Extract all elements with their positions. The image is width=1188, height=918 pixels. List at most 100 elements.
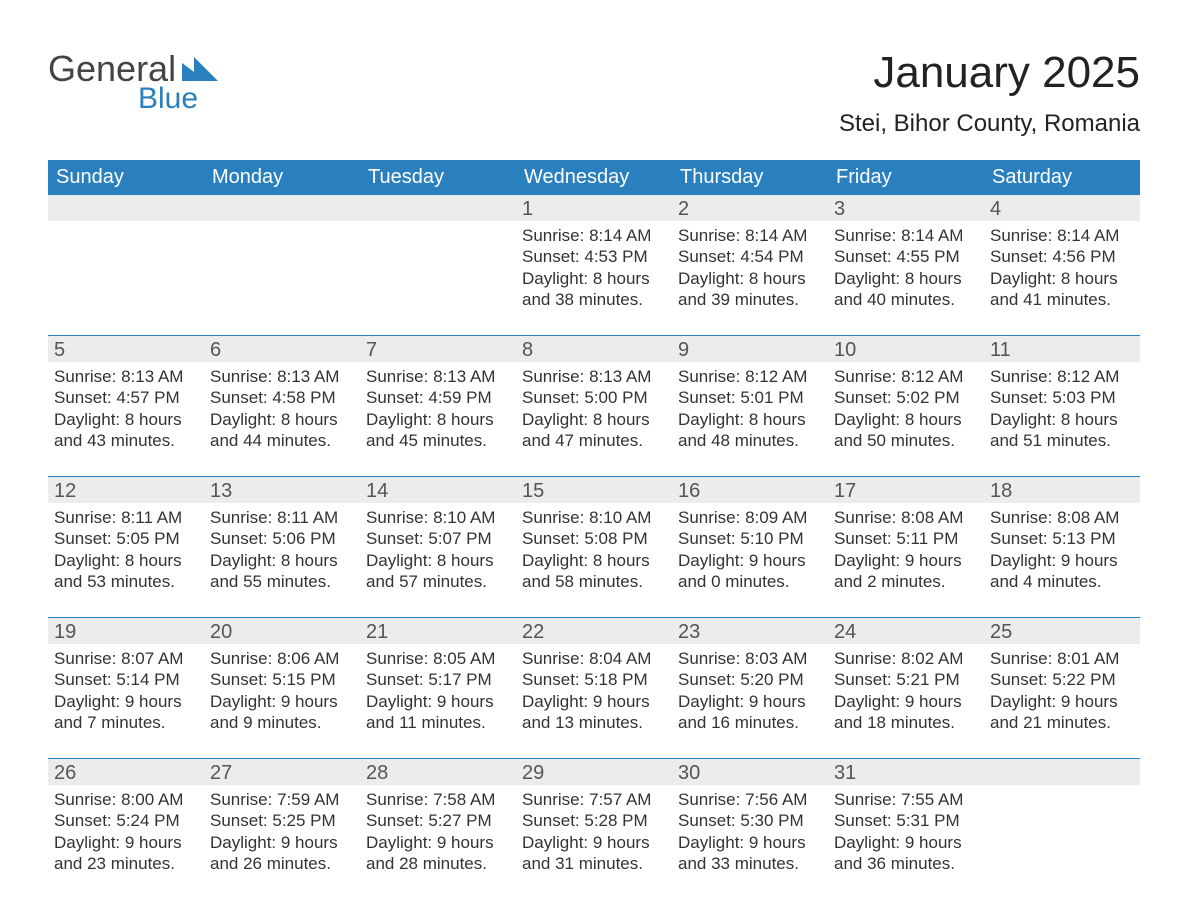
day-cell: 17Sunrise: 8:08 AMSunset: 5:11 PMDayligh… <box>828 477 984 603</box>
day-cell: 13Sunrise: 8:11 AMSunset: 5:06 PMDayligh… <box>204 477 360 603</box>
day-body: Sunrise: 8:14 AMSunset: 4:54 PMDaylight:… <box>672 221 828 321</box>
sunrise-text: Sunrise: 7:59 AM <box>210 789 354 810</box>
day-cell: 26Sunrise: 8:00 AMSunset: 5:24 PMDayligh… <box>48 759 204 885</box>
day-number <box>984 759 1140 785</box>
day-cell: 20Sunrise: 8:06 AMSunset: 5:15 PMDayligh… <box>204 618 360 744</box>
daylight-text: Daylight: 8 hours and 39 minutes. <box>678 268 822 311</box>
daylight-text: Daylight: 9 hours and 0 minutes. <box>678 550 822 593</box>
day-body: Sunrise: 7:57 AMSunset: 5:28 PMDaylight:… <box>516 785 672 885</box>
day-number: 16 <box>672 477 828 503</box>
week-row: 19Sunrise: 8:07 AMSunset: 5:14 PMDayligh… <box>48 617 1140 744</box>
weekday-label: Tuesday <box>360 160 516 195</box>
day-number: 2 <box>672 195 828 221</box>
day-cell: 11Sunrise: 8:12 AMSunset: 5:03 PMDayligh… <box>984 336 1140 462</box>
day-body: Sunrise: 8:01 AMSunset: 5:22 PMDaylight:… <box>984 644 1140 744</box>
day-body: Sunrise: 8:02 AMSunset: 5:21 PMDaylight:… <box>828 644 984 744</box>
day-number: 5 <box>48 336 204 362</box>
day-cell: 10Sunrise: 8:12 AMSunset: 5:02 PMDayligh… <box>828 336 984 462</box>
sunrise-text: Sunrise: 8:13 AM <box>522 366 666 387</box>
day-cell: 18Sunrise: 8:08 AMSunset: 5:13 PMDayligh… <box>984 477 1140 603</box>
sunrise-text: Sunrise: 8:05 AM <box>366 648 510 669</box>
day-number: 25 <box>984 618 1140 644</box>
weekday-label: Wednesday <box>516 160 672 195</box>
week-row: 26Sunrise: 8:00 AMSunset: 5:24 PMDayligh… <box>48 758 1140 885</box>
day-body: Sunrise: 8:12 AMSunset: 5:02 PMDaylight:… <box>828 362 984 462</box>
day-cell <box>48 195 204 321</box>
sunrise-text: Sunrise: 7:56 AM <box>678 789 822 810</box>
sunrise-text: Sunrise: 8:11 AM <box>54 507 198 528</box>
day-body: Sunrise: 8:14 AMSunset: 4:55 PMDaylight:… <box>828 221 984 321</box>
day-body: Sunrise: 7:55 AMSunset: 5:31 PMDaylight:… <box>828 785 984 885</box>
week-row: 12Sunrise: 8:11 AMSunset: 5:05 PMDayligh… <box>48 476 1140 603</box>
day-body: Sunrise: 8:10 AMSunset: 5:07 PMDaylight:… <box>360 503 516 603</box>
daylight-text: Daylight: 9 hours and 36 minutes. <box>834 832 978 875</box>
sunset-text: Sunset: 5:21 PM <box>834 669 978 690</box>
page: General Blue January 2025 Stei, Bihor Co… <box>0 0 1188 885</box>
sunset-text: Sunset: 5:17 PM <box>366 669 510 690</box>
day-number: 10 <box>828 336 984 362</box>
day-body: Sunrise: 8:06 AMSunset: 5:15 PMDaylight:… <box>204 644 360 744</box>
day-body: Sunrise: 8:04 AMSunset: 5:18 PMDaylight:… <box>516 644 672 744</box>
week-row: 5Sunrise: 8:13 AMSunset: 4:57 PMDaylight… <box>48 335 1140 462</box>
location-text: Stei, Bihor County, Romania <box>839 110 1140 138</box>
day-number: 21 <box>360 618 516 644</box>
day-number: 3 <box>828 195 984 221</box>
weeks-container: 1Sunrise: 8:14 AMSunset: 4:53 PMDaylight… <box>48 195 1140 885</box>
day-cell: 19Sunrise: 8:07 AMSunset: 5:14 PMDayligh… <box>48 618 204 744</box>
day-body <box>204 221 360 321</box>
sunrise-text: Sunrise: 8:08 AM <box>834 507 978 528</box>
day-body: Sunrise: 8:13 AMSunset: 4:57 PMDaylight:… <box>48 362 204 462</box>
day-body: Sunrise: 8:08 AMSunset: 5:11 PMDaylight:… <box>828 503 984 603</box>
weekday-label: Thursday <box>672 160 828 195</box>
day-cell <box>984 759 1140 885</box>
day-cell: 16Sunrise: 8:09 AMSunset: 5:10 PMDayligh… <box>672 477 828 603</box>
day-cell: 6Sunrise: 8:13 AMSunset: 4:58 PMDaylight… <box>204 336 360 462</box>
daylight-text: Daylight: 8 hours and 57 minutes. <box>366 550 510 593</box>
day-cell: 7Sunrise: 8:13 AMSunset: 4:59 PMDaylight… <box>360 336 516 462</box>
sunset-text: Sunset: 5:08 PM <box>522 528 666 549</box>
sunrise-text: Sunrise: 8:08 AM <box>990 507 1134 528</box>
sunset-text: Sunset: 5:18 PM <box>522 669 666 690</box>
sunrise-text: Sunrise: 8:06 AM <box>210 648 354 669</box>
sunset-text: Sunset: 5:00 PM <box>522 387 666 408</box>
sunrise-text: Sunrise: 8:13 AM <box>210 366 354 387</box>
daylight-text: Daylight: 8 hours and 43 minutes. <box>54 409 198 452</box>
daylight-text: Daylight: 8 hours and 45 minutes. <box>366 409 510 452</box>
day-number: 20 <box>204 618 360 644</box>
daylight-text: Daylight: 9 hours and 18 minutes. <box>834 691 978 734</box>
daylight-text: Daylight: 9 hours and 23 minutes. <box>54 832 198 875</box>
day-number: 15 <box>516 477 672 503</box>
sunset-text: Sunset: 5:07 PM <box>366 528 510 549</box>
day-body <box>984 785 1140 885</box>
week-row: 1Sunrise: 8:14 AMSunset: 4:53 PMDaylight… <box>48 195 1140 321</box>
day-body: Sunrise: 8:08 AMSunset: 5:13 PMDaylight:… <box>984 503 1140 603</box>
sunset-text: Sunset: 5:03 PM <box>990 387 1134 408</box>
daylight-text: Daylight: 8 hours and 44 minutes. <box>210 409 354 452</box>
day-number: 22 <box>516 618 672 644</box>
day-number: 26 <box>48 759 204 785</box>
sunrise-text: Sunrise: 8:02 AM <box>834 648 978 669</box>
day-body: Sunrise: 8:13 AMSunset: 4:58 PMDaylight:… <box>204 362 360 462</box>
sunrise-text: Sunrise: 7:57 AM <box>522 789 666 810</box>
day-number: 28 <box>360 759 516 785</box>
sunset-text: Sunset: 5:30 PM <box>678 810 822 831</box>
day-number <box>360 195 516 221</box>
sunset-text: Sunset: 5:10 PM <box>678 528 822 549</box>
sunset-text: Sunset: 5:28 PM <box>522 810 666 831</box>
day-cell: 2Sunrise: 8:14 AMSunset: 4:54 PMDaylight… <box>672 195 828 321</box>
sunset-text: Sunset: 5:05 PM <box>54 528 198 549</box>
weekday-label: Sunday <box>48 160 204 195</box>
day-number: 24 <box>828 618 984 644</box>
sunset-text: Sunset: 5:25 PM <box>210 810 354 831</box>
sunrise-text: Sunrise: 8:11 AM <box>210 507 354 528</box>
day-number: 8 <box>516 336 672 362</box>
day-number: 17 <box>828 477 984 503</box>
sunset-text: Sunset: 5:14 PM <box>54 669 198 690</box>
header: General Blue January 2025 Stei, Bihor Co… <box>48 48 1140 138</box>
sunrise-text: Sunrise: 8:12 AM <box>678 366 822 387</box>
day-cell: 14Sunrise: 8:10 AMSunset: 5:07 PMDayligh… <box>360 477 516 603</box>
day-cell: 23Sunrise: 8:03 AMSunset: 5:20 PMDayligh… <box>672 618 828 744</box>
weekday-label: Friday <box>828 160 984 195</box>
day-body: Sunrise: 8:03 AMSunset: 5:20 PMDaylight:… <box>672 644 828 744</box>
daylight-text: Daylight: 9 hours and 7 minutes. <box>54 691 198 734</box>
